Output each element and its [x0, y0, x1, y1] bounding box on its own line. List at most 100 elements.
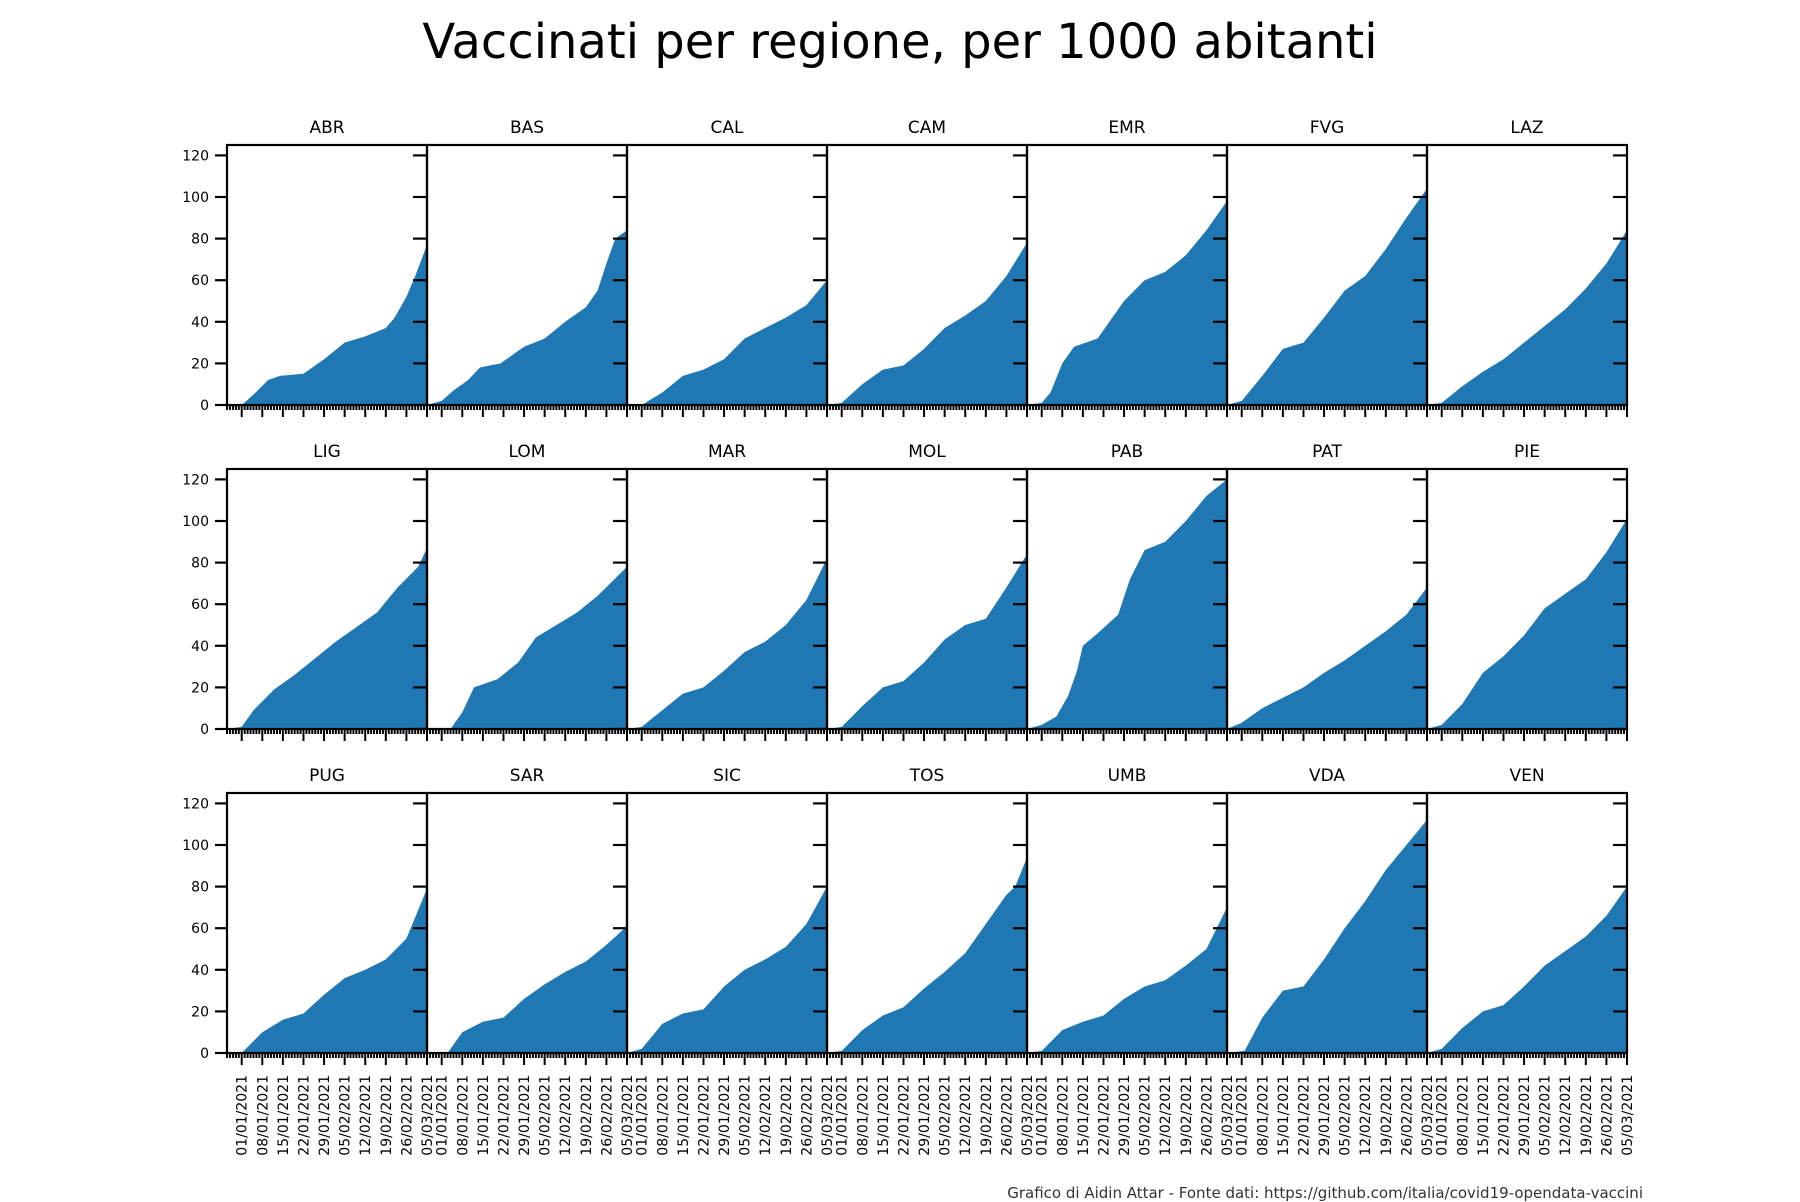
xtick-label-sic-0: 01/01/2021: [635, 1075, 651, 1156]
xtick-label-sar-7: 19/02/2021: [579, 1075, 595, 1156]
xtick-label-ven-0: 01/01/2021: [1435, 1075, 1451, 1156]
xtick-label-umb-8: 26/02/2021: [1199, 1075, 1215, 1156]
xtick-label-umb-5: 05/02/2021: [1138, 1075, 1154, 1156]
panel-umb: UMB 01/01/2021 08/01/2021 15/01/2021 22/01/2…: [1025, 766, 1236, 1156]
ytick-label-120: 120: [182, 796, 209, 812]
xtick-label-umb-9: 05/03/2021: [1220, 1075, 1236, 1156]
area-pat: [1227, 587, 1427, 729]
panel-title-laz: LAZ: [1510, 118, 1543, 138]
xtick-label-tos-5: 05/02/2021: [938, 1075, 954, 1156]
xtick-label-tos-6: 12/02/2021: [958, 1075, 974, 1156]
xtick-label-tos-9: 05/03/2021: [1020, 1075, 1036, 1156]
area-emr: [1027, 201, 1227, 405]
panel-cal: CAL: [625, 118, 829, 417]
ytick-label-60: 60: [191, 921, 209, 937]
area-pug: [227, 888, 427, 1053]
xtick-label-sic-8: 26/02/2021: [799, 1075, 815, 1156]
panel-mar: MAR: [625, 442, 829, 741]
xtick-label-sar-5: 05/02/2021: [538, 1075, 554, 1156]
chart-title: Vaccinati per regione, per 1000 abitanti: [422, 14, 1378, 70]
area-sar: [427, 926, 627, 1053]
xtick-label-sic-3: 22/01/2021: [696, 1075, 712, 1156]
area-lig: [227, 548, 427, 729]
xtick-label-vda-2: 15/01/2021: [1276, 1075, 1292, 1156]
xtick-label-tos-0: 01/01/2021: [835, 1075, 851, 1156]
panel-emr: EMR: [1025, 118, 1229, 417]
xtick-label-umb-4: 29/01/2021: [1117, 1075, 1133, 1156]
ytick-label-40: 40: [191, 315, 209, 331]
ytick-label-100: 100: [182, 838, 209, 854]
area-laz: [1427, 230, 1627, 405]
panel-title-mol: MOL: [908, 442, 946, 462]
xtick-label-sar-0: 01/01/2021: [435, 1075, 451, 1156]
xtick-label-sic-9: 05/03/2021: [820, 1075, 836, 1156]
xtick-label-vda-8: 26/02/2021: [1399, 1075, 1415, 1156]
panel-title-pat: PAT: [1312, 442, 1342, 462]
xtick-label-vda-0: 01/01/2021: [1235, 1075, 1251, 1156]
xtick-label-vda-4: 29/01/2021: [1317, 1075, 1333, 1156]
panel-title-tos: TOS: [909, 766, 945, 786]
ytick-label-80: 80: [191, 880, 209, 896]
panel-fvg: FVG: [1225, 118, 1429, 417]
ytick-label-0: 0: [200, 722, 209, 738]
area-tos: [827, 857, 1027, 1053]
ytick-label-60: 60: [191, 597, 209, 613]
xtick-label-umb-3: 22/01/2021: [1096, 1075, 1112, 1156]
area-fvg: [1227, 188, 1427, 405]
area-mol: [827, 554, 1027, 729]
xtick-label-ven-1: 08/01/2021: [1455, 1075, 1471, 1156]
xtick-label-vda-3: 22/01/2021: [1296, 1075, 1312, 1156]
source-credit: Grafico di Aidin Attar - Fonte dati: htt…: [1007, 1184, 1643, 1202]
panel-title-abr: ABR: [309, 118, 344, 138]
panel-tos: TOS 01/01/2021 08/01/2021 15/01/2021 22/01/2…: [825, 766, 1036, 1156]
ytick-label-0: 0: [200, 1046, 209, 1062]
area-pab: [1027, 479, 1227, 729]
area-bas: [427, 230, 627, 405]
panel-title-pug: PUG: [309, 766, 345, 786]
area-cal: [627, 280, 827, 405]
xtick-label-sar-9: 05/03/2021: [620, 1075, 636, 1156]
xtick-label-tos-2: 15/01/2021: [876, 1075, 892, 1156]
panel-title-ven: VEN: [1509, 766, 1544, 786]
ytick-label-100: 100: [182, 190, 209, 206]
xtick-label-sar-3: 22/01/2021: [496, 1075, 512, 1156]
xtick-label-pug-1: 08/01/2021: [255, 1075, 271, 1156]
xtick-label-pug-7: 19/02/2021: [379, 1075, 395, 1156]
xtick-label-tos-1: 08/01/2021: [855, 1075, 871, 1156]
panel-title-fvg: FVG: [1310, 118, 1345, 138]
xtick-label-pug-9: 05/03/2021: [420, 1075, 436, 1156]
panel-title-lig: LIG: [313, 442, 341, 462]
xtick-label-umb-1: 08/01/2021: [1055, 1075, 1071, 1156]
area-lom: [427, 566, 627, 729]
panel-title-cal: CAL: [711, 118, 744, 138]
panel-title-cam: CAM: [908, 118, 946, 138]
panel-pug: PUG 0 20 40 60 80 100 120 01/01/2021 08/01/2021 15…: [182, 766, 436, 1156]
ytick-label-60: 60: [191, 273, 209, 289]
ytick-label-100: 100: [182, 514, 209, 530]
xtick-label-pug-0: 01/01/2021: [235, 1075, 251, 1156]
area-mar: [627, 558, 827, 729]
panel-title-pab: PAB: [1111, 442, 1143, 462]
xtick-label-ven-5: 05/02/2021: [1538, 1075, 1554, 1156]
xtick-label-tos-7: 19/02/2021: [979, 1075, 995, 1156]
xtick-label-umb-7: 19/02/2021: [1179, 1075, 1195, 1156]
xtick-label-pug-3: 22/01/2021: [296, 1075, 312, 1156]
ytick-label-40: 40: [191, 639, 209, 655]
xtick-label-sic-4: 29/01/2021: [717, 1075, 733, 1156]
panel-title-sar: SAR: [510, 766, 545, 786]
xtick-label-ven-9: 05/03/2021: [1620, 1075, 1636, 1156]
xtick-label-vda-5: 05/02/2021: [1338, 1075, 1354, 1156]
xtick-label-sar-6: 12/02/2021: [558, 1075, 574, 1156]
area-ven: [1427, 886, 1627, 1053]
xtick-label-sic-1: 08/01/2021: [655, 1075, 671, 1156]
ytick-label-40: 40: [191, 963, 209, 979]
area-pie: [1427, 518, 1627, 729]
panel-mol: MOL: [825, 442, 1029, 741]
xtick-label-umb-0: 01/01/2021: [1035, 1075, 1051, 1156]
xtick-label-sar-2: 15/01/2021: [476, 1075, 492, 1156]
panel-vda: VDA 01/01/2021 08/01/2021 15/01/2021 22/01/2…: [1225, 766, 1436, 1156]
ytick-label-20: 20: [191, 680, 209, 696]
panel-title-sic: SIC: [713, 766, 741, 786]
area-umb: [1027, 907, 1227, 1053]
